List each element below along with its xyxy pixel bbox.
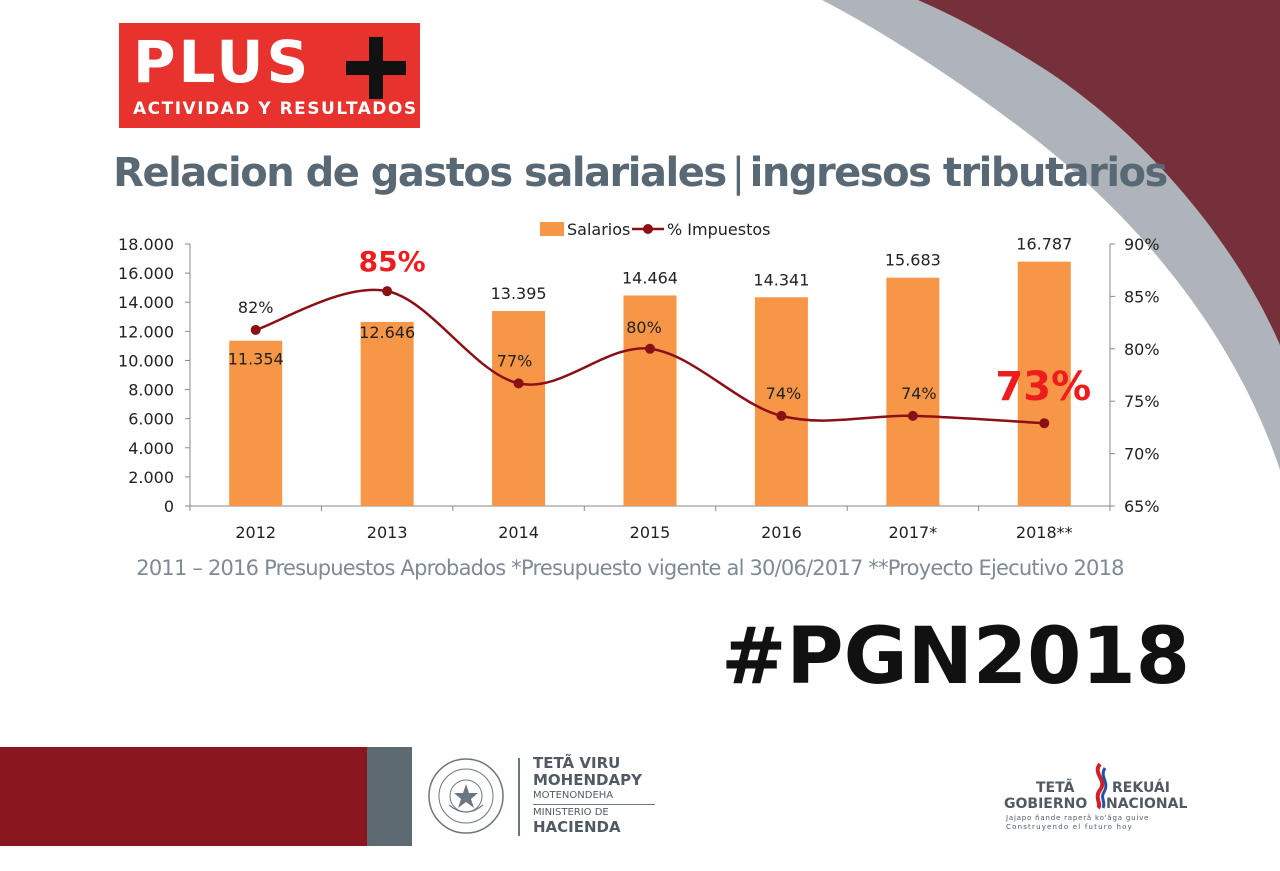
bar-data-label: 14.341 <box>753 270 809 289</box>
x-tick-label: 2015 <box>630 523 671 542</box>
plus-logo: PLUS ACTIVIDAD Y RESULTADOS <box>119 23 420 128</box>
gov-slogan-2: Construyendo el futuro hoy <box>1006 823 1134 831</box>
ministry-line-1: TETÃ VIRU <box>533 754 621 772</box>
y-left-tick-label: 0 <box>164 497 174 516</box>
y-left-tick-label: 12.000 <box>118 322 174 341</box>
line-data-label: 74% <box>766 384 802 403</box>
y-right-tick-label: 80% <box>1124 340 1160 359</box>
bar-data-label: 15.683 <box>885 251 941 270</box>
line-point <box>250 324 261 335</box>
x-tick-label: 2014 <box>498 523 539 542</box>
bar-salarios <box>492 311 546 506</box>
page-title: Relacion de gastos salariales | ingresos t… <box>0 150 1280 196</box>
y-left-tick-label: 10.000 <box>118 351 174 370</box>
footer-red-band <box>0 747 367 846</box>
title-separator: | <box>731 150 745 196</box>
y-right-tick-label: 90% <box>1124 235 1160 254</box>
line-point <box>513 378 524 389</box>
line-point <box>907 410 918 421</box>
x-tick-label: 2012 <box>235 523 276 542</box>
line-data-label: 82% <box>238 298 274 317</box>
line-data-label: 80% <box>626 318 662 337</box>
gov-word-3: GOBIERNO <box>1004 796 1088 812</box>
hashtag: #PGN2018 <box>721 612 1190 702</box>
bar-data-label: 16.787 <box>1016 235 1072 254</box>
government-logo: TETÃ REKUÁI GOBIERNO NACIONAL Jajapo ñan… <box>1000 760 1200 840</box>
legend-label-impuestos: % Impuestos <box>667 220 770 239</box>
x-tick-label: 2018** <box>1016 523 1073 542</box>
y-right-tick-label: 70% <box>1124 445 1160 464</box>
bar-salarios <box>754 297 808 506</box>
paraguay-seal-icon <box>428 758 504 834</box>
bar-salarios <box>886 277 940 506</box>
y-left-tick-label: 6.000 <box>128 410 174 429</box>
x-tick-label: 2013 <box>367 523 408 542</box>
line-point <box>645 343 655 354</box>
ministry-line-2: MOHENDAPY <box>533 771 642 789</box>
ministry-line-5: HACIENDA <box>533 818 621 836</box>
gov-word-4: NACIONAL <box>1106 796 1188 812</box>
ministry-rule <box>533 804 655 805</box>
x-tick-label: 2016 <box>761 523 802 542</box>
line-data-label: 77% <box>497 351 533 370</box>
line-point <box>382 286 393 297</box>
y-right-tick-label: 85% <box>1124 287 1160 306</box>
y-left-tick-label: 2.000 <box>128 468 174 487</box>
bar-salarios <box>1017 261 1071 506</box>
legend-swatch-impuestos-marker <box>643 224 653 234</box>
line-point <box>1039 418 1050 429</box>
gov-slogan-1: Jajapo ñande raperã ko'ãga guive <box>1006 814 1150 822</box>
y-left-tick-label: 4.000 <box>128 439 174 458</box>
y-left-tick-label: 18.000 <box>118 235 174 254</box>
bar-salarios <box>360 321 414 506</box>
bar-data-label: 12.646 <box>359 323 415 342</box>
bar-data-label: 13.395 <box>491 284 547 303</box>
legend-swatch-salarios <box>540 222 564 236</box>
plus-cross-icon-vertical <box>369 37 383 99</box>
footer-gray-band <box>367 747 412 846</box>
bar-data-label: 11.354 <box>228 350 284 369</box>
line-data-label-highlight: 73% <box>995 364 1091 410</box>
bar-salarios <box>623 295 677 506</box>
y-left-tick-label: 16.000 <box>118 264 174 283</box>
y-right-tick-label: 65% <box>1124 497 1160 516</box>
bar-salarios <box>229 340 283 506</box>
y-left-tick-label: 14.000 <box>118 293 174 312</box>
legend-label-salarios: Salarios <box>567 220 630 239</box>
ministry-line-3: MOTENONDEHA <box>533 790 614 801</box>
chart-footnote: 2011 – 2016 Presupuestos Aprobados *Pres… <box>136 556 1124 580</box>
bar-data-label: 14.464 <box>622 268 678 287</box>
line-data-label: 74% <box>901 384 937 403</box>
plus-logo-subtitle: ACTIVIDAD Y RESULTADOS <box>133 99 418 119</box>
ministry-line-4: MINISTERIO DE <box>533 807 609 818</box>
title-right: ingresos tributarios <box>749 150 1169 196</box>
gov-word-1: TETÃ <box>1036 780 1075 796</box>
line-point <box>776 410 787 421</box>
y-left-tick-label: 8.000 <box>128 381 174 400</box>
plus-logo-brand: PLUS <box>133 28 312 96</box>
ministry-divider <box>518 758 520 836</box>
x-tick-label: 2017* <box>888 523 937 542</box>
ministry-logo: TETÃ VIRU MOHENDAPY MOTENONDEHA MINISTER… <box>533 755 655 836</box>
line-data-label-highlight: 85% <box>359 245 426 278</box>
y-right-tick-label: 75% <box>1124 392 1160 411</box>
title-left: Relacion de gastos salariales <box>113 150 727 196</box>
flag-flame-icon <box>1095 762 1108 810</box>
gov-word-2: REKUÁI <box>1112 780 1170 796</box>
